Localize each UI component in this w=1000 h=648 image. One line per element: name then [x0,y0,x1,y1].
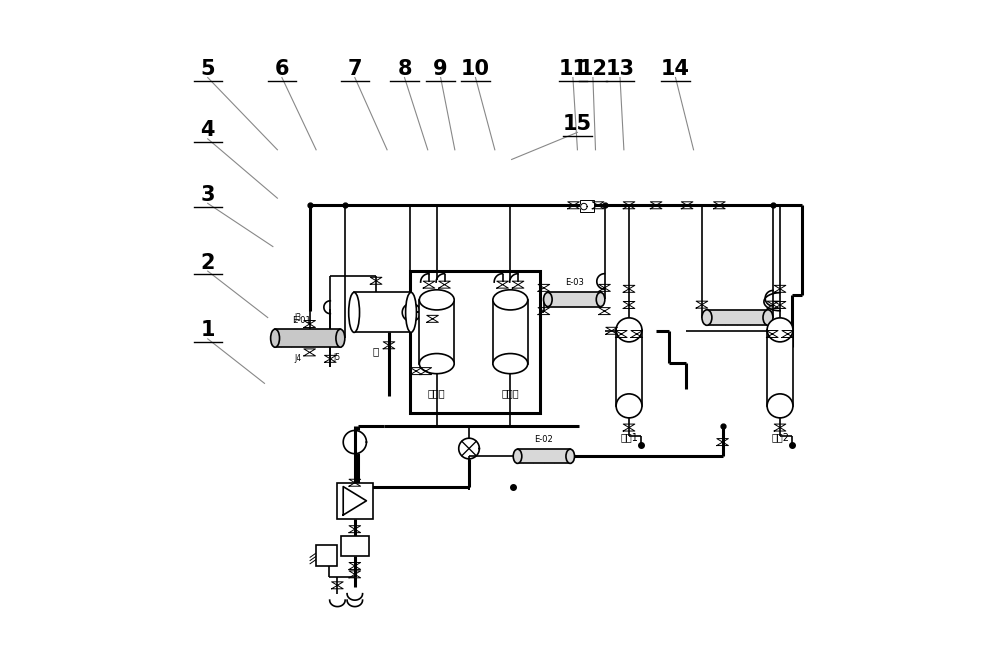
Text: J4: J4 [295,354,302,364]
Ellipse shape [493,290,528,310]
Text: 13: 13 [606,59,635,79]
Ellipse shape [544,292,552,307]
Bar [493,300,528,364]
Text: 萃取釜: 萃取釜 [502,388,519,398]
Ellipse shape [271,329,280,347]
Text: 6: 6 [275,59,289,79]
Ellipse shape [566,449,575,463]
Text: 4: 4 [200,121,215,141]
Text: 3: 3 [200,185,215,205]
Text: E-03: E-03 [565,278,584,287]
Ellipse shape [419,354,454,374]
Text: 11: 11 [558,59,587,79]
Bar [354,292,411,332]
Text: 2: 2 [200,253,215,273]
Polygon shape [343,487,366,515]
Text: 萃取釜: 萃取釜 [428,388,446,398]
Ellipse shape [406,292,416,332]
Text: 分釜2: 分釜2 [771,432,789,442]
Ellipse shape [616,318,642,342]
Ellipse shape [763,310,773,325]
Ellipse shape [596,292,605,307]
Bar [337,483,373,519]
Ellipse shape [702,310,712,325]
Polygon shape [402,303,420,321]
Bar [275,329,340,347]
Bar [341,536,369,556]
Text: 9: 9 [433,59,448,79]
Bar [410,271,540,413]
Text: 分釜1: 分釜1 [620,432,638,442]
Text: 7: 7 [348,59,362,79]
Text: 10: 10 [461,59,490,79]
Text: 罐: 罐 [373,347,379,356]
Bar [316,546,337,566]
Text: J3: J3 [295,313,302,322]
Text: E-02: E-02 [535,435,553,444]
Polygon shape [581,203,587,210]
Bar [767,330,793,406]
Text: 14: 14 [661,59,690,79]
Text: 5: 5 [200,59,215,79]
Text: 12: 12 [578,59,607,79]
Bar [548,292,601,307]
Polygon shape [343,430,366,454]
Bar [419,300,454,364]
Ellipse shape [513,449,522,463]
Text: E-01: E-01 [292,316,311,325]
Ellipse shape [616,394,642,418]
Ellipse shape [336,329,345,347]
Ellipse shape [493,354,528,374]
Ellipse shape [419,290,454,310]
Ellipse shape [767,394,793,418]
Bar [707,310,768,325]
Ellipse shape [767,318,793,342]
Bar [580,200,594,212]
Text: 8: 8 [397,59,412,79]
Text: J5: J5 [334,353,341,362]
Bar [616,330,642,406]
Bar [518,449,570,463]
Text: 15: 15 [563,114,592,134]
Text: 1: 1 [200,321,215,340]
Ellipse shape [349,292,360,332]
